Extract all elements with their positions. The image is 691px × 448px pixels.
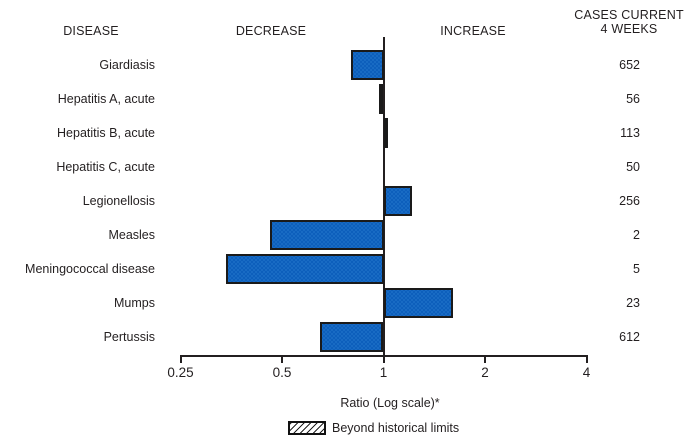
disease-label: Pertussis: [103, 330, 155, 344]
cases-value: 5: [633, 262, 640, 276]
column-header-increase: INCREASE: [440, 24, 506, 38]
x-tick-label-0-25: 0.25: [167, 365, 194, 380]
cases-value-column: 652 56 113 50 256 2 5 23 612: [560, 48, 640, 354]
x-tick-mark-2: [484, 357, 486, 363]
x-tick-label-4: 4: [582, 365, 591, 380]
bar-giardiasis: [350, 50, 384, 80]
cases-value: 23: [626, 296, 640, 310]
legend-label: Beyond historical limits: [332, 421, 460, 435]
cases-value: 2: [633, 228, 640, 242]
x-tick-label-1: 1: [379, 365, 388, 380]
hatched-swatch-icon: [288, 421, 326, 435]
x-tick-mark-4: [585, 357, 588, 363]
x-tick-label-2: 2: [481, 365, 489, 380]
legend: Beyond historical limits: [288, 421, 459, 435]
column-header-cases-line1: CASES CURRENT: [574, 8, 684, 22]
disease-label: Meningococcal disease: [25, 262, 155, 276]
disease-label: Giardiasis: [99, 58, 155, 72]
cases-value: 113: [620, 126, 640, 140]
disease-label: Hepatitis A, acute: [57, 92, 155, 106]
disease-label: Hepatitis C, acute: [56, 160, 155, 174]
x-axis-line: [180, 355, 588, 357]
disease-label: Hepatitis B, acute: [57, 126, 155, 140]
bar-meningococcal-disease: [225, 254, 384, 284]
x-tick-mark-1: [382, 357, 385, 363]
cases-value: 256: [619, 194, 640, 208]
cases-value: 652: [619, 58, 640, 72]
cases-value: 56: [626, 92, 640, 106]
cases-value: 50: [626, 160, 640, 174]
x-tick-mark-0-5: [281, 357, 283, 363]
column-header-cases: CASES CURRENT 4 WEEKS: [574, 8, 684, 36]
x-tick-label-0-5: 0.5: [272, 365, 292, 380]
bar-mumps: [383, 288, 453, 318]
bar-hepatitis-a-acute: [379, 84, 384, 114]
disease-label: Legionellosis: [82, 194, 155, 208]
bar-measles: [269, 220, 384, 250]
column-header-disease: DISEASE: [63, 24, 119, 38]
x-axis-title: Ratio (Log scale)*: [340, 396, 440, 410]
x-tick-mark-0-25: [179, 357, 182, 363]
bar-pertussis: [320, 322, 384, 352]
column-header-decrease: DECREASE: [235, 24, 307, 38]
disease-label-column: Giardiasis Hepatitis A, acute Hepatitis …: [0, 48, 155, 354]
disease-label: Measles: [108, 228, 155, 242]
bar-hepatitis-b-acute: [383, 118, 388, 148]
column-header-cases-line2: 4 WEEKS: [600, 22, 658, 36]
bar-legionellosis: [383, 186, 412, 216]
disease-label: Mumps: [114, 296, 155, 310]
cases-value: 612: [619, 330, 640, 344]
